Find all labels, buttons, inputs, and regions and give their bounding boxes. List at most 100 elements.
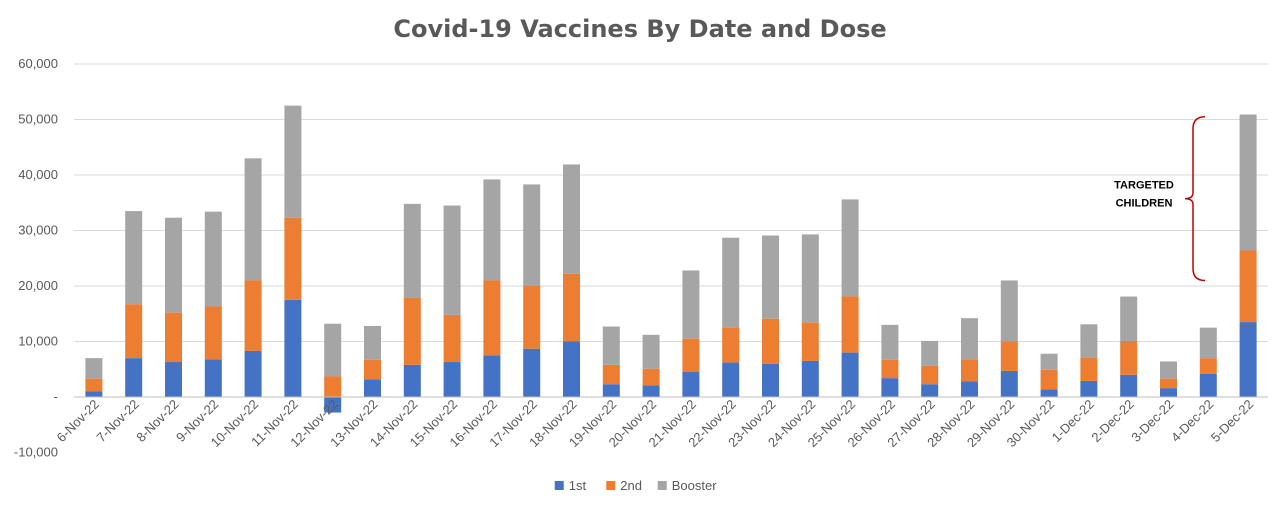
bar-segment-1st bbox=[483, 355, 501, 397]
gridlines bbox=[74, 63, 1268, 342]
bar-segment-booster bbox=[483, 179, 501, 281]
x-tick-label: 7-Nov-22 bbox=[93, 397, 141, 445]
annotation-brace bbox=[1184, 115, 1206, 282]
bar-segment-2nd bbox=[244, 280, 262, 351]
bar-segment-1st bbox=[403, 364, 421, 397]
bar-segment-booster bbox=[1160, 361, 1177, 379]
y-tick-label: 60,000 bbox=[18, 56, 58, 71]
bar-segment-booster bbox=[204, 211, 222, 307]
annotation-label: CHILDREN bbox=[1116, 198, 1173, 210]
bar-segment-1st bbox=[881, 378, 899, 397]
bar-segment-1st bbox=[1120, 374, 1138, 397]
bar-segment-booster bbox=[801, 234, 819, 323]
x-tick-label: 8-Nov-22 bbox=[133, 397, 181, 445]
bar-segment-1st bbox=[284, 299, 302, 397]
bar-segment-2nd bbox=[324, 376, 342, 397]
x-tick-label: 6-Nov-22 bbox=[54, 397, 102, 445]
bar-segment-2nd bbox=[1000, 341, 1018, 371]
bar-segment-booster bbox=[642, 334, 660, 369]
bar-segment-booster bbox=[1199, 327, 1217, 359]
bar-segment-booster bbox=[125, 211, 143, 305]
bar-segment-1st bbox=[563, 341, 580, 397]
chart-title: Covid-19 Vaccines By Date and Dose bbox=[393, 15, 886, 43]
bar-segment-1st bbox=[1160, 388, 1177, 397]
x-tick-label: 2-Dec-22 bbox=[1088, 397, 1136, 445]
bar-segment-booster bbox=[961, 318, 978, 360]
bar-segment-2nd bbox=[921, 365, 939, 385]
bar-segment-1st bbox=[841, 352, 859, 397]
bar-segment-1st bbox=[165, 362, 182, 397]
bar-segment-2nd bbox=[443, 314, 461, 363]
bars bbox=[85, 105, 1257, 413]
bar-segment-2nd bbox=[125, 304, 143, 359]
bar-segment-2nd bbox=[523, 286, 541, 349]
y-tick-label: - bbox=[54, 389, 58, 404]
x-tick-label: 3-Dec-22 bbox=[1128, 397, 1176, 445]
bar-segment-booster bbox=[841, 199, 859, 297]
bar-segment-1st bbox=[1239, 322, 1257, 397]
legend-swatch-1st bbox=[554, 481, 564, 490]
bar-segment-booster bbox=[244, 158, 262, 281]
bar-segment-2nd bbox=[1199, 358, 1217, 374]
y-axis-ticks: -10,000-10,00020,00030,00040,00050,00060… bbox=[14, 56, 58, 460]
legend-label: 2nd bbox=[620, 478, 642, 493]
bar-segment-booster bbox=[563, 164, 580, 274]
bar-segment-1st bbox=[1199, 373, 1217, 397]
bar-segment-booster bbox=[1120, 296, 1138, 341]
bar-segment-1st bbox=[642, 385, 660, 397]
bar-segment-2nd bbox=[85, 378, 103, 392]
bar-segment-2nd bbox=[1239, 250, 1257, 323]
bar-segment-1st bbox=[523, 348, 541, 397]
bar-segment-1st bbox=[602, 384, 620, 397]
y-tick-label: 20,000 bbox=[18, 278, 58, 293]
bar-segment-1st bbox=[921, 384, 939, 397]
bar-segment-booster bbox=[85, 358, 103, 379]
bar-segment-booster bbox=[1080, 324, 1098, 358]
legend-label: 1st bbox=[569, 478, 587, 493]
legend: 1st 2nd Booster bbox=[554, 478, 717, 493]
bar-segment-2nd bbox=[841, 296, 859, 353]
bar-segment-1st bbox=[1080, 380, 1098, 397]
bar-segment-booster bbox=[762, 235, 779, 319]
bar-segment-booster bbox=[165, 217, 182, 313]
bar-segment-booster bbox=[403, 203, 421, 298]
bar-segment-2nd bbox=[165, 312, 182, 363]
legend-swatch-booster bbox=[657, 481, 667, 490]
bar-segment-2nd bbox=[204, 306, 222, 360]
bar-segment-booster bbox=[881, 324, 899, 360]
bar-segment-2nd bbox=[1040, 369, 1058, 390]
y-tick-label: 10,000 bbox=[18, 334, 58, 349]
bar-segment-2nd bbox=[881, 359, 899, 379]
bar-segment-2nd bbox=[602, 364, 620, 385]
bar-segment-2nd bbox=[682, 338, 700, 373]
bar-segment-2nd bbox=[642, 368, 660, 386]
y-tick-label: 40,000 bbox=[18, 167, 58, 182]
legend-label: Booster bbox=[672, 478, 717, 493]
bar-segment-2nd bbox=[284, 217, 302, 300]
bar-segment-booster bbox=[602, 326, 620, 365]
bar-segment-1st bbox=[364, 379, 381, 397]
bar-segment-booster bbox=[722, 237, 740, 328]
bar-segment-booster bbox=[921, 340, 939, 366]
bar-segment-booster bbox=[1000, 280, 1018, 342]
bar-segment-1st bbox=[324, 397, 342, 413]
bar-segment-2nd bbox=[961, 359, 978, 382]
y-tick-label: 30,000 bbox=[18, 223, 58, 238]
legend-swatch-2nd bbox=[606, 481, 616, 490]
x-tick-label: 5-Dec-22 bbox=[1208, 397, 1256, 445]
annotation-targeted-children: TARGETED CHILDREN bbox=[1114, 115, 1206, 282]
x-axis-ticks: 6-Nov-227-Nov-228-Nov-229-Nov-2210-Nov-2… bbox=[54, 397, 1257, 451]
bar-segment-1st bbox=[443, 362, 461, 397]
bar-segment-booster bbox=[324, 323, 342, 377]
bar-segment-booster bbox=[1040, 353, 1058, 370]
x-tick-label: 1-Dec-22 bbox=[1049, 397, 1097, 445]
bar-segment-1st bbox=[125, 358, 143, 397]
bar-segment-1st bbox=[204, 359, 222, 397]
bar-segment-2nd bbox=[1120, 340, 1138, 375]
bar-segment-1st bbox=[722, 362, 740, 397]
bar-segment-1st bbox=[244, 350, 262, 397]
bar-segment-1st bbox=[85, 391, 103, 397]
y-tick-label: 50,000 bbox=[18, 112, 58, 127]
